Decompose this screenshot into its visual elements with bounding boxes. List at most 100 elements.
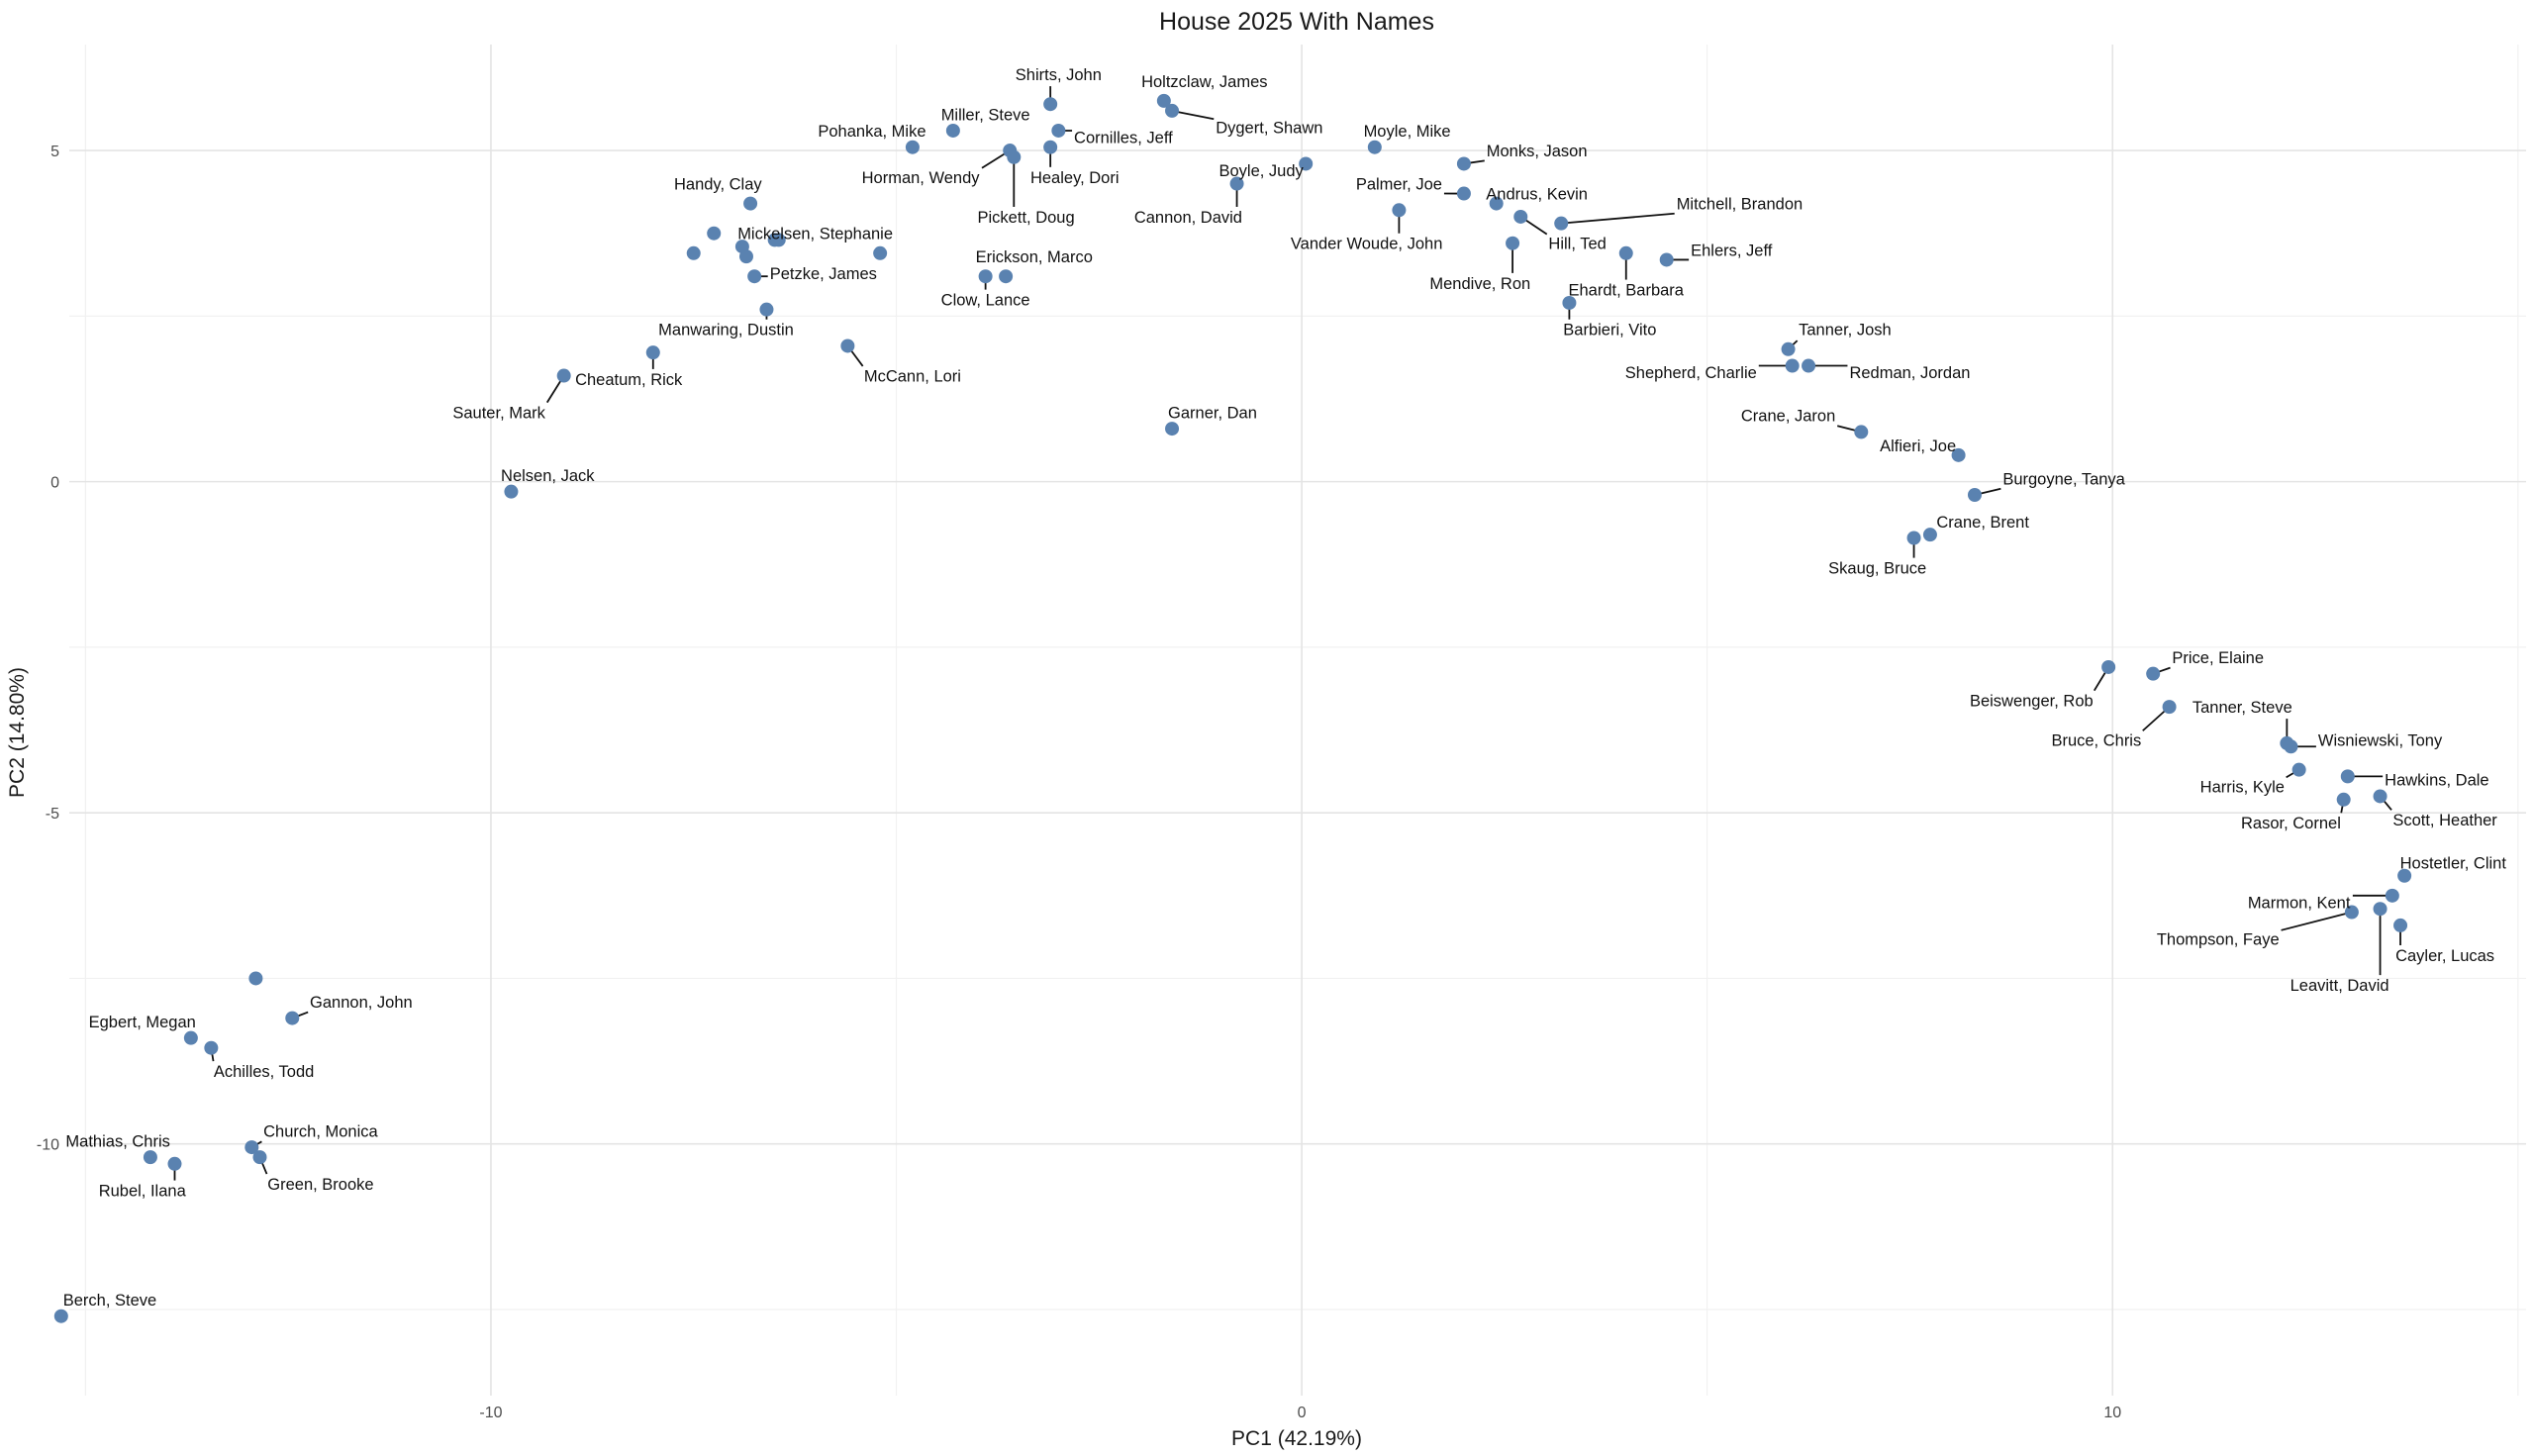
x-tick-label: 10 [2103,1405,2121,1421]
data-point [1506,236,1520,250]
point-label: Achilles, Todd [214,1063,315,1081]
point-label: Handy, Clay [674,176,762,194]
point-label: Green, Brooke [267,1176,373,1194]
leader-line [297,1011,309,1018]
point-label: Monks, Jason [1487,143,1588,160]
data-point [978,269,993,284]
data-point [2344,905,2359,920]
data-point [1456,156,1471,171]
data-point [1156,93,1171,108]
point-label: Nelsen, Jack [501,467,595,485]
point-label: Mathias, Chris [65,1132,169,1150]
leader-lines [173,86,2401,1181]
point-label: Tanner, Josh [1799,322,1892,340]
point-label: Hawkins, Dale [2385,772,2488,790]
point-label: Scott, Heather [2392,812,2497,829]
point-label: McCann, Lori [864,368,961,386]
data-point [686,245,701,260]
point-label: Beiswenger, Rob [1970,692,2094,710]
y-axis-label: PC2 (14.80%) [6,667,29,798]
point-label: Church, Monica [263,1122,378,1140]
data-points [53,93,2412,1323]
point-label: Marmon, Kent [2248,895,2351,913]
leader-line [2158,666,2171,673]
data-point [1229,176,1244,191]
point-label: Tanner, Steve [2193,699,2292,717]
point-label: Berch, Steve [63,1292,156,1310]
point-label: Burgoyne, Tanya [2002,470,2125,488]
point-label: Wisniewski, Tony [2318,732,2443,750]
data-point [1967,488,1982,502]
leader-line [1836,425,1856,432]
leader-line [2281,913,2347,931]
data-point [504,484,519,499]
data-point [1802,358,1816,373]
data-point [2291,762,2306,777]
point-label: Erickson, Marco [976,248,1093,266]
point-label: Clow, Lance [941,292,1030,310]
point-label: Manwaring, Dustin [658,322,794,340]
data-point [1618,245,1633,260]
point-label: Cheatum, Rick [575,371,683,389]
data-point [183,1030,198,1045]
leader-line [545,380,562,404]
point-label: Crane, Jaron [1741,408,1835,426]
data-point [1367,140,1382,154]
data-point [945,123,960,138]
data-point [143,1150,157,1165]
data-point [2393,918,2408,932]
chart-title: House 2025 With Names [1159,8,1434,36]
point-label: Holtzclaw, James [1141,73,1267,91]
y-tick-label: 5 [50,144,59,160]
data-point [707,226,722,241]
point-label: Mitchell, Brandon [1677,196,1803,214]
data-point [1489,196,1504,211]
data-point [167,1156,182,1171]
point-label: Alfieri, Joe [1880,437,1956,455]
data-point [53,1309,68,1323]
data-point [2373,902,2388,917]
y-tick-labels: -10 -5 0 5 [37,144,59,1154]
data-point [840,339,855,353]
point-label: Bruce, Chris [2051,732,2141,750]
data-point [2162,700,2177,715]
data-point [2373,789,2388,804]
data-point [1659,252,1674,267]
data-point [1043,140,1058,154]
data-point [204,1040,219,1055]
leader-line [2093,671,2106,692]
point-label: Cannon, David [1134,209,1242,227]
leader-line [2383,800,2392,811]
point-label: Leavitt, David [2290,977,2389,995]
point-labels: Shirts, John Holtzclaw, James Dygert, Shaw… [63,66,2507,1310]
point-label: Price, Elaine [2172,649,2264,667]
point-label: Pickett, Doug [978,209,1075,227]
point-label: Shepherd, Charlie [1625,364,1757,382]
data-point [1781,341,1796,356]
y-tick-label: 0 [50,475,59,492]
leader-line [1792,340,1799,346]
data-point [1906,531,1921,545]
point-label: Garner, Dan [1168,404,1257,422]
point-label: Moyle, Mike [1364,123,1451,141]
data-point [999,269,1014,284]
point-label: Dygert, Shawn [1216,120,1322,138]
leader-line [1469,159,1485,164]
point-label: Cornilles, Jeff [1074,130,1173,147]
point-label: Horman, Wendy [862,169,981,187]
data-point [1043,97,1058,112]
data-point [248,971,263,986]
data-point [738,249,753,264]
point-label: Pohanka, Mike [818,123,926,141]
point-label: Healey, Dori [1030,169,1120,187]
data-point [1456,186,1471,201]
point-label: Mendive, Ron [1429,275,1530,293]
point-label: Crane, Brent [1936,514,2029,532]
data-point [2146,666,2161,681]
point-label: Rubel, Ilana [99,1183,187,1201]
x-tick-labels: -10 0 10 [479,1405,2121,1421]
point-label: Ehardt, Barbara [1569,282,1685,300]
point-label: Boyle, Judy [1218,162,1304,180]
point-label: Sauter, Mark [452,404,545,422]
